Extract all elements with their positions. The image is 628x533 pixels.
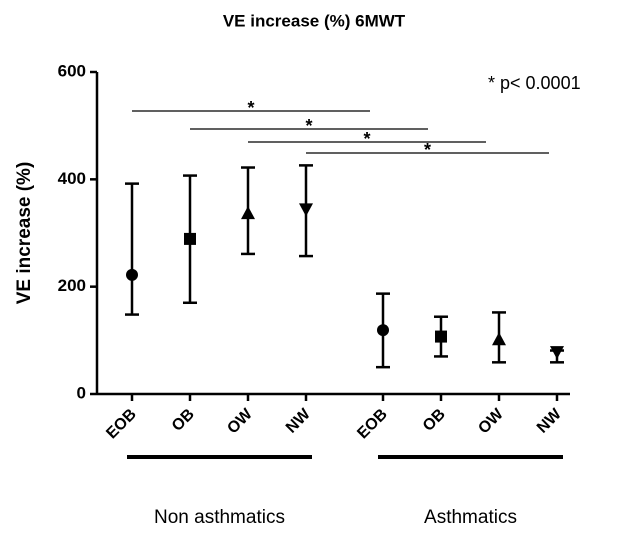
annotation: * p< 0.0001 [488, 73, 581, 93]
x-tick-label: EOB [103, 406, 140, 443]
y-tick-label: 400 [58, 169, 86, 188]
marker [184, 232, 196, 245]
y-axis-label: VE increase (%) [14, 162, 35, 305]
marker [435, 330, 447, 343]
chart-title: VE increase (%) 6MWT [223, 11, 406, 30]
x-tick-label: NW [283, 405, 315, 437]
significance-mark: * [305, 116, 312, 136]
marker [492, 332, 506, 346]
significance-mark: * [247, 98, 254, 118]
significance-mark: * [424, 140, 431, 160]
x-tick-label: EOB [354, 406, 391, 443]
marker [550, 346, 564, 360]
x-tick-label: OW [224, 405, 256, 437]
y-tick-label: 600 [58, 61, 86, 80]
y-tick-label: 200 [58, 276, 86, 295]
marker [126, 268, 138, 281]
marker [241, 206, 255, 220]
marker [299, 203, 313, 217]
x-tick-label: NW [534, 405, 566, 437]
group-label: Asthmatics [424, 507, 517, 528]
x-tick-label: OW [475, 405, 507, 437]
group-label: Non asthmatics [154, 507, 285, 528]
y-tick-label: 0 [77, 383, 86, 402]
marker [377, 324, 389, 337]
x-tick-label: OB [420, 406, 449, 435]
significance-mark: * [363, 129, 370, 149]
x-tick-label: OB [169, 406, 198, 435]
